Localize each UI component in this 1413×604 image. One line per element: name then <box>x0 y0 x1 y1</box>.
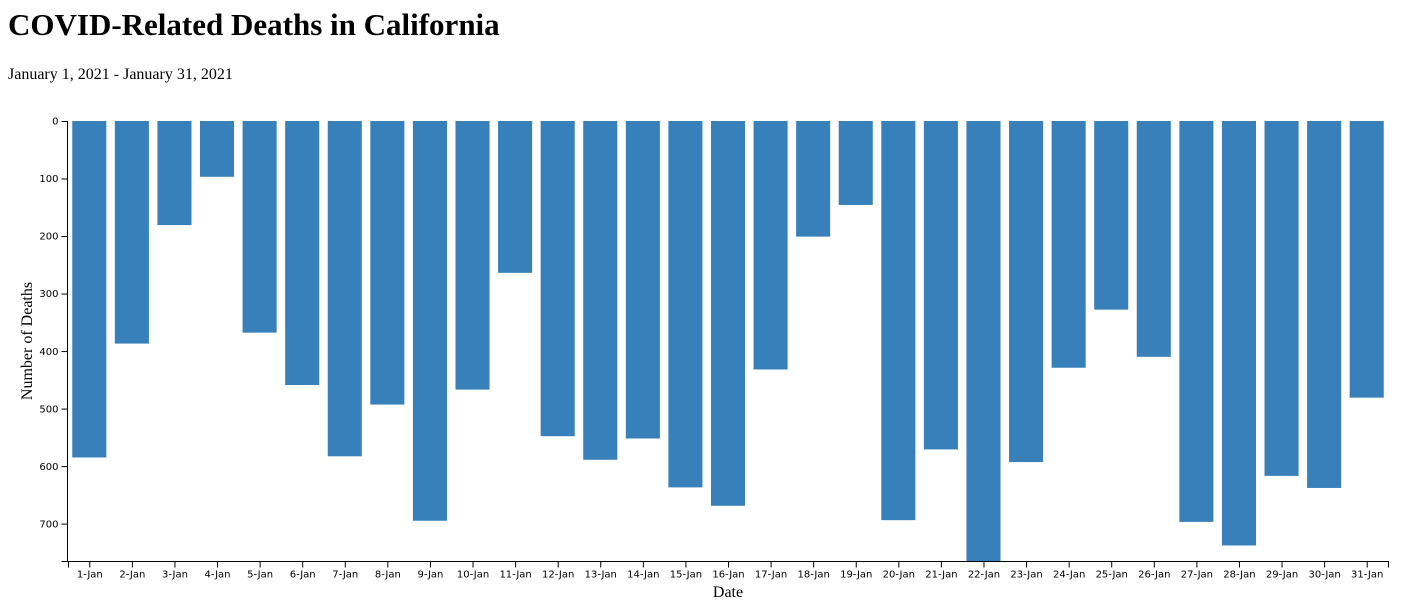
bar-8-Jan <box>370 121 405 405</box>
x-axis-label: Date <box>713 584 743 601</box>
y-axis-label: Number of Deaths <box>19 282 36 400</box>
y-axis-line <box>61 121 68 562</box>
bar-22-Jan <box>966 121 1001 561</box>
x-tick-label: 29-Jan <box>1266 570 1298 581</box>
x-axis: 1-Jan 2-Jan 3-Jan 4-Jan 5-Jan 6-Jan 7-Jan 8-Jan… <box>68 561 1389 581</box>
x-tick-label: 28-Jan <box>1223 570 1255 581</box>
bar-14-Jan <box>625 121 660 439</box>
bar-7-Jan <box>327 121 362 457</box>
y-tick-label: 600 <box>39 462 58 473</box>
x-tick-label: 31-Jan <box>1351 570 1383 581</box>
bar-1-Jan <box>72 121 107 458</box>
x-tick-label: 18-Jan <box>798 570 830 581</box>
bar-25-Jan <box>1094 121 1129 310</box>
bar-13-Jan <box>583 121 618 460</box>
y-tick-label: 700 <box>39 519 58 530</box>
y-tick-label: 400 <box>39 347 58 358</box>
bars-group <box>72 121 1384 561</box>
bar-29-Jan <box>1264 121 1299 476</box>
x-tick-label: 3-Jan <box>162 570 188 581</box>
bar-5-Jan <box>242 121 277 333</box>
x-tick-label: 11-Jan <box>499 570 531 581</box>
bar-12-Jan <box>540 121 575 437</box>
x-tick-label: 8-Jan <box>375 570 401 581</box>
bar-31-Jan <box>1349 121 1384 398</box>
bar-26-Jan <box>1136 121 1171 357</box>
bar-3-Jan <box>157 121 192 226</box>
bar-21-Jan <box>923 121 958 450</box>
x-tick-label: 24-Jan <box>1053 570 1085 581</box>
bar-20-Jan <box>881 121 916 521</box>
x-tick-label: 12-Jan <box>542 570 574 581</box>
x-tick-label: 30-Jan <box>1308 570 1340 581</box>
bar-30-Jan <box>1307 121 1342 488</box>
x-tick-label: 23-Jan <box>1010 570 1042 581</box>
bar-27-Jan <box>1179 121 1214 522</box>
x-tick-label: 27-Jan <box>1181 570 1213 581</box>
x-tick-label: 16-Jan <box>712 570 744 581</box>
bar-28-Jan <box>1221 121 1256 546</box>
bar-2-Jan <box>114 121 149 344</box>
x-tick-label: 17-Jan <box>755 570 787 581</box>
x-tick-label: 10-Jan <box>457 570 489 581</box>
y-tick-label: 100 <box>39 174 58 185</box>
x-tick-label: 19-Jan <box>840 570 872 581</box>
x-tick-label: 14-Jan <box>627 570 659 581</box>
x-tick-label: 6-Jan <box>290 570 316 581</box>
page-subtitle: January 1, 2021 - January 31, 2021 <box>8 66 233 83</box>
x-tick-label: 5-Jan <box>247 570 273 581</box>
x-tick-label: 9-Jan <box>417 570 443 581</box>
x-tick-label: 4-Jan <box>205 570 231 581</box>
bar-17-Jan <box>753 121 788 370</box>
x-tick-label: 20-Jan <box>883 570 915 581</box>
bar-15-Jan <box>668 121 703 488</box>
x-tick-label: 2-Jan <box>119 570 145 581</box>
x-tick-label: 21-Jan <box>925 570 957 581</box>
x-tick-label: 25-Jan <box>1096 570 1128 581</box>
bar-23-Jan <box>1009 121 1044 463</box>
x-tick-label: 1-Jan <box>77 570 103 581</box>
x-tick-label: 26-Jan <box>1138 570 1170 581</box>
y-tick-label: 500 <box>39 404 58 415</box>
x-tick-label: 13-Jan <box>585 570 617 581</box>
bar-4-Jan <box>200 121 235 177</box>
bar-16-Jan <box>710 121 746 506</box>
bar-19-Jan <box>838 121 873 205</box>
x-tick-label: 7-Jan <box>332 570 358 581</box>
y-tick-label: 200 <box>39 232 58 243</box>
bar-18-Jan <box>796 121 831 237</box>
bar-11-Jan <box>498 121 533 273</box>
y-axis: 0 100 200 300 400 500 600 700 <box>39 117 68 562</box>
bar-6-Jan <box>285 121 320 385</box>
page-title: COVID-Related Deaths in California <box>8 7 500 42</box>
bar-9-Jan <box>412 121 447 521</box>
bar-24-Jan <box>1051 121 1086 368</box>
x-tick-label: 22-Jan <box>968 570 1000 581</box>
bar-10-Jan <box>455 121 490 390</box>
x-tick-label: 15-Jan <box>670 570 702 581</box>
y-tick-label: 0 <box>52 117 58 128</box>
y-tick-label: 300 <box>39 289 58 300</box>
